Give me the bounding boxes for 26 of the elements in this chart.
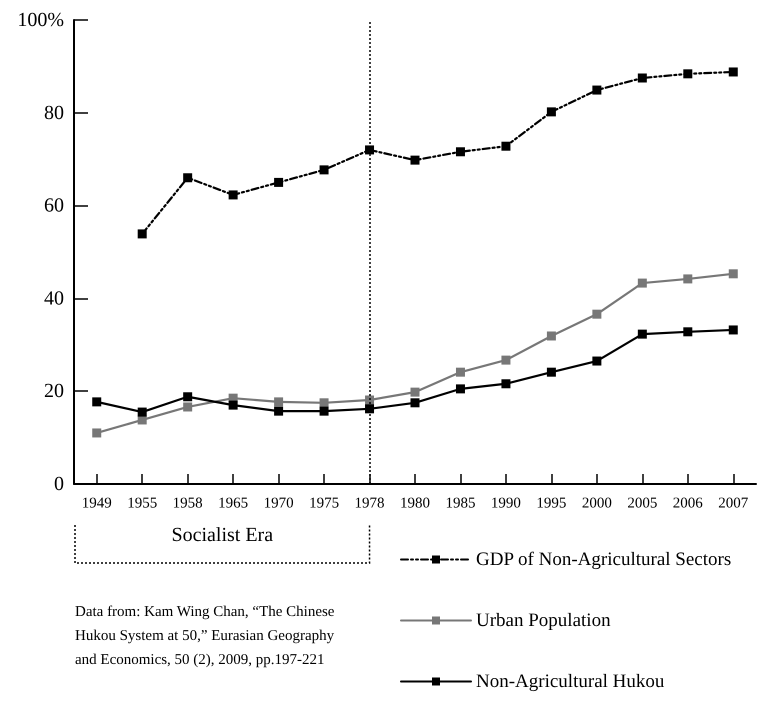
- x-tick-label: 1985: [445, 496, 476, 512]
- x-tick-label: 2005: [627, 496, 658, 512]
- x-tick-label: 1965: [218, 496, 248, 512]
- y-tick-label: 40: [44, 287, 64, 310]
- y-tick-label: 80: [44, 102, 64, 124]
- legend-label: GDP of Non-Agricultural Sectors: [476, 549, 732, 570]
- x-tick-label: 1970: [264, 496, 294, 512]
- y-tick-label: 20: [44, 380, 64, 402]
- x-tick-label: 1978: [354, 496, 385, 512]
- x-tick-label: 1958: [172, 496, 203, 512]
- legend-label: Non-Agricultural Hukou: [476, 671, 665, 692]
- legend-label: Urban Population: [476, 610, 612, 631]
- x-tick-label: 2007: [718, 496, 749, 512]
- x-tick-label: 1949: [82, 496, 112, 512]
- x-tick-label: 1995: [536, 496, 566, 512]
- text: Data from: Kam Wing Chan, “The Chinese Hukou System at 50,” Eurasian Geography and Economics, 50 (2), 2009, pp.197-221: [75, 604, 338, 668]
- y-tick-label: 0: [54, 473, 64, 495]
- y-tick-label: 60: [44, 194, 64, 217]
- x-tick-label: 2000: [582, 496, 612, 512]
- x-tick-label: 1980: [400, 496, 430, 512]
- x-tick-label: 2006: [672, 496, 704, 512]
- y-tick-label: 100%: [17, 9, 64, 31]
- x-tick-label: 1990: [490, 496, 521, 512]
- x-tick-label: 1975: [309, 496, 340, 512]
- text: Socialist Era: [171, 524, 274, 546]
- x-tick-label: 1955: [127, 496, 158, 512]
